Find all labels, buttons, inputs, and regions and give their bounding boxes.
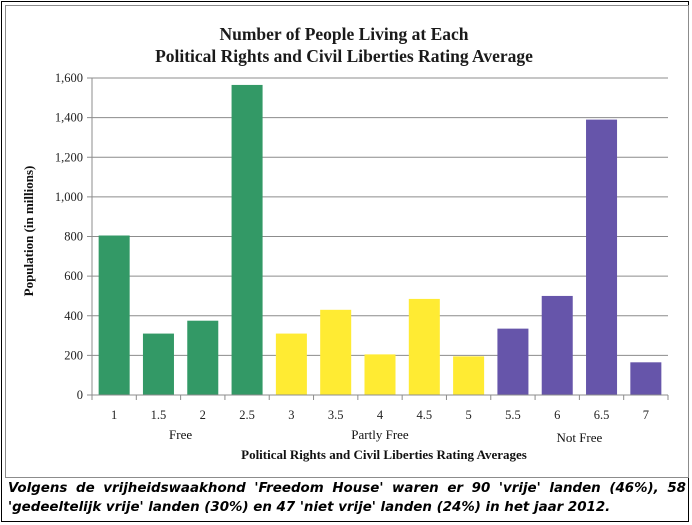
bar-6 [541, 295, 573, 395]
bar-5-5 [497, 328, 529, 395]
y-axis-ticks: 0 200 400 600 800 1,000 1,200 1,400 1,600 [55, 71, 93, 402]
x-tick-label: 6 [554, 408, 560, 422]
y-tick-label: 1,200 [55, 150, 83, 164]
bar-3 [275, 333, 307, 395]
bar-6-5 [586, 119, 618, 395]
y-tick-label: 1,400 [55, 111, 83, 125]
x-tick-label: 1.5 [151, 408, 167, 422]
y-tick-label: 200 [64, 348, 83, 362]
x-tick-label: 6.5 [594, 408, 610, 422]
group-label: Not Free [556, 430, 602, 445]
y-tick-label: 1,000 [55, 190, 83, 204]
bar-4 [364, 354, 396, 395]
x-tick-label: 1 [111, 408, 117, 422]
group-label: Partly Free [351, 427, 409, 442]
x-axis-label: Political Rights and Civil Liberties Rat… [241, 447, 527, 462]
x-tick-label: 3.5 [328, 408, 344, 422]
group-labels: Free Partly Free Not Free [169, 427, 602, 445]
x-tick-label: 7 [643, 408, 649, 422]
chart-title-line-1: Number of People Living at Each [219, 24, 468, 44]
bar-4-5 [408, 298, 440, 395]
group-label: Free [169, 427, 192, 442]
x-tick-label: 4 [377, 408, 384, 422]
bars [98, 84, 662, 395]
bar-3-5 [320, 309, 352, 395]
x-tick-label: 2.5 [239, 408, 255, 422]
x-tick-label: 4.5 [416, 408, 432, 422]
bar-2 [187, 320, 219, 395]
x-tick-label: 5 [465, 408, 471, 422]
y-axis-label: Population (in millions) [21, 166, 36, 297]
bar-1 [98, 235, 130, 395]
chart-title-line-2: Political Rights and Civil Liberties Rat… [155, 46, 533, 66]
bar-5 [453, 356, 485, 395]
x-tick-label: 3 [288, 408, 294, 422]
x-axis-ticks: 1 1.5 2 2.5 3 3.5 4 4.5 5 5.5 6 6.5 7 [91, 395, 669, 422]
bar-1-5 [142, 333, 174, 395]
y-tick-label: 400 [64, 309, 83, 323]
bar-chart: Number of People Living at Each Politica… [21, 24, 669, 462]
y-tick-label: 600 [64, 269, 83, 283]
x-tick-label: 5.5 [505, 408, 521, 422]
chart-area: Number of People Living at Each Politica… [5, 5, 689, 478]
y-tick-label: 800 [64, 230, 83, 244]
bar-7 [630, 362, 662, 395]
figure-caption: Volgens de vrijheidswaakhond 'Freedom Ho… [8, 481, 686, 515]
y-tick-label: 0 [77, 388, 83, 402]
gridlines [92, 77, 668, 356]
x-tick-label: 2 [200, 408, 206, 422]
bar-2-5 [231, 84, 263, 395]
y-tick-label: 1,600 [55, 71, 83, 85]
